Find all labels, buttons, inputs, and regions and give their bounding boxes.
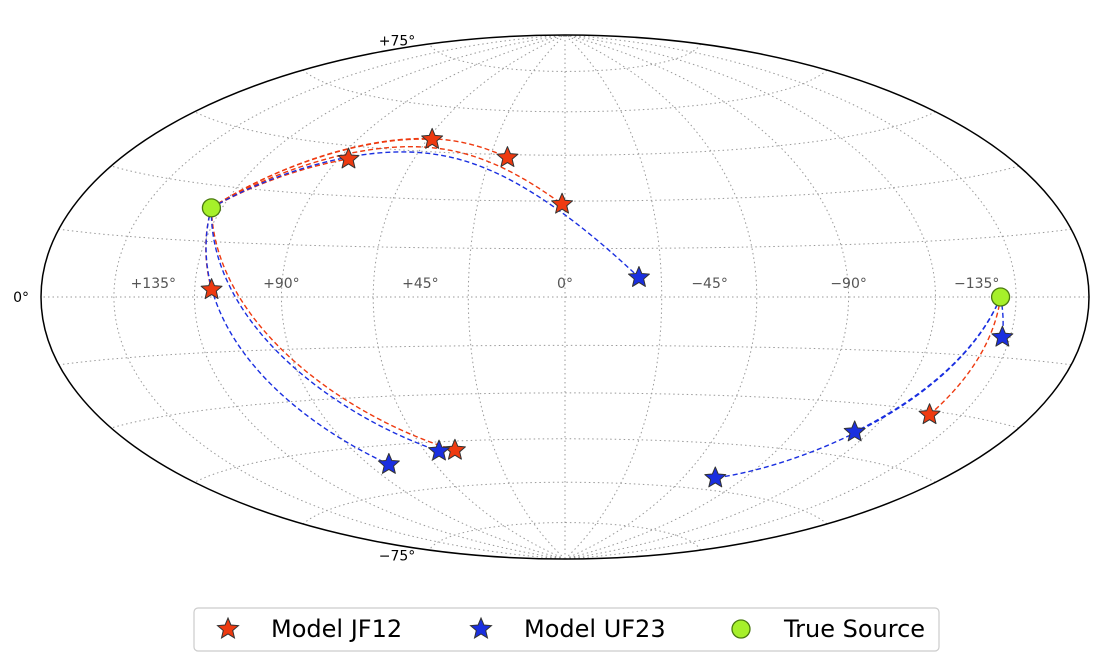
- map-boundary: [40, 34, 1090, 560]
- model-jf12-star: [918, 403, 941, 425]
- connector-line: [211, 158, 349, 209]
- legend-items: Model JF12 Model UF23 True Source: [216, 615, 925, 643]
- true-source-marker: [990, 287, 1011, 307]
- longitude-tick-labels: +135° +90° +45° 0° −45° −90° −135°: [131, 276, 1000, 292]
- true-source-marker: [201, 198, 222, 218]
- model-jf12-star: [443, 438, 466, 460]
- connector-line: [210, 207, 440, 452]
- connector-lines: [205, 137, 1004, 479]
- model-uf23-star: [991, 325, 1014, 347]
- latitude-tick-label: −75°: [379, 549, 416, 565]
- hammer-projection-plot: +135° +90° +45° 0° −45° −90° −135° +75° 0° −75°: [13, 33, 1090, 565]
- parallel-line: [302, 481, 828, 525]
- legend: Model JF12 Model UF23 True Source: [193, 607, 940, 652]
- model-uf23-star: [843, 420, 866, 442]
- connector-line: [854, 296, 1002, 433]
- longitude-tick-label: −90°: [830, 276, 867, 292]
- meridian-line: [113, 34, 566, 560]
- longitude-tick-label: 0°: [557, 276, 573, 292]
- meridian-line: [564, 34, 850, 560]
- parallel-line: [111, 165, 1019, 202]
- graticule-grid: [41, 34, 1089, 560]
- model-uf23-star: [377, 452, 400, 474]
- model-jf12-star: [200, 278, 223, 300]
- model-jf12-star: [551, 192, 574, 214]
- model-jf12-star: [496, 146, 519, 168]
- model-jf12-star: [421, 127, 444, 149]
- parallel-line: [302, 69, 828, 113]
- model-uf23-star: [428, 439, 450, 461]
- longitude-tick-label: +45°: [402, 276, 439, 292]
- legend-label: True Source: [783, 615, 925, 643]
- connector-line: [929, 296, 1002, 416]
- latitude-tick-label: +75°: [379, 33, 416, 49]
- longitude-tick-label: +135°: [131, 276, 176, 292]
- model-jf12-star: [337, 147, 360, 169]
- legend-label: Model JF12: [271, 615, 402, 643]
- meridian-line: [193, 34, 566, 560]
- latitude-tick-labels: +75° 0° −75°: [13, 33, 415, 564]
- longitude-tick-label: −45°: [691, 276, 728, 292]
- meridian-line: [372, 34, 566, 560]
- longitude-tick-label: −135°: [954, 276, 999, 292]
- model-uf23-star: [627, 266, 650, 287]
- data-markers: [200, 127, 1014, 488]
- meridian-line: [280, 34, 566, 560]
- connector-line: [210, 207, 456, 451]
- parallel-line: [428, 43, 702, 72]
- parallel-line: [428, 522, 702, 551]
- latitude-tick-label: 0°: [13, 290, 29, 306]
- connector-line: [211, 137, 508, 209]
- parallel-line: [111, 392, 1019, 429]
- connector-line: [211, 145, 563, 209]
- legend-frame: [193, 607, 940, 652]
- connector-line: [211, 151, 640, 279]
- connector-line: [205, 207, 390, 466]
- legend-label: Model UF23: [524, 615, 666, 643]
- legend-model-jf12-icon: [216, 616, 240, 639]
- model-uf23-star: [704, 466, 727, 488]
- legend-true-source-icon: [731, 619, 751, 639]
- connector-line: [715, 296, 1002, 479]
- legend-model-uf23-icon: [469, 616, 493, 639]
- longitude-tick-label: +90°: [263, 276, 300, 292]
